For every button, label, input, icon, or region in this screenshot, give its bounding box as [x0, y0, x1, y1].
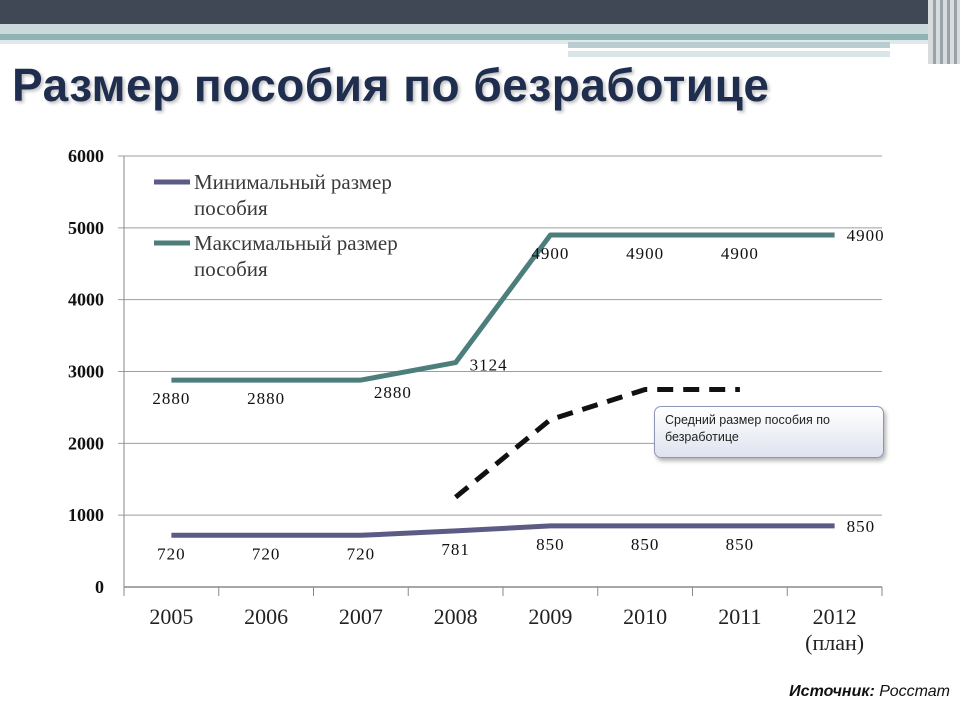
series-line-2: [171, 232, 835, 383]
y-tick-label: 0: [95, 577, 104, 597]
data-label: 4900: [531, 244, 569, 263]
gridlines: [118, 155, 882, 516]
data-label: 4900: [721, 244, 759, 263]
data-label: 850: [847, 517, 876, 536]
legend-label: Минимальный размер: [194, 170, 392, 194]
x-tick-label: 2009: [528, 604, 572, 629]
source-note: Источник: Росстат: [789, 683, 950, 701]
data-labels: 720 720 720 781 850 850 850 850 2880 2880 2880 3124…: [152, 226, 885, 563]
data-label: 2880: [374, 383, 412, 402]
legend-label: пособия: [194, 257, 268, 281]
y-tick-label: 6000: [68, 146, 104, 166]
data-label: 4900: [626, 244, 664, 263]
x-tick-label: 2012: [813, 604, 857, 629]
slide-title: Размер пособия по безработице: [12, 59, 770, 111]
data-label: 850: [726, 535, 755, 554]
data-label: 4900: [847, 226, 885, 245]
x-tick-label: 2007: [339, 604, 383, 629]
y-tick-label: 5000: [68, 218, 104, 238]
y-tick-label: 1000: [68, 505, 104, 525]
y-tick-label: 4000: [68, 290, 104, 310]
y-tick-label: 3000: [68, 362, 104, 382]
data-label: 781: [441, 540, 470, 559]
y-tick-label: 2000: [68, 433, 104, 453]
data-label: 2880: [152, 389, 190, 408]
source-label: Источник:: [789, 683, 875, 700]
x-tick-label: 2006: [244, 604, 288, 629]
slide-header-decoration: [0, 0, 960, 64]
data-label: 3124: [470, 356, 508, 375]
series-line-1: [171, 523, 835, 538]
axes: [123, 156, 883, 596]
data-label: 850: [536, 535, 565, 554]
data-label: 850: [631, 535, 660, 554]
data-label: 720: [252, 544, 281, 563]
source-value: Росстат: [874, 683, 950, 700]
x-tick-label: 2008: [434, 604, 478, 629]
y-axis-tick-labels: 0 1000 2000 3000 4000 5000 6000: [68, 146, 104, 597]
data-label: 2880: [247, 389, 285, 408]
data-label: 720: [347, 544, 376, 563]
x-tick-label: 2011: [718, 604, 761, 629]
x-tick-sublabel: (план): [805, 630, 864, 655]
legend-label: пособия: [194, 196, 268, 220]
legend-label: Максимальный размер: [194, 231, 398, 255]
x-tick-label: 2005: [149, 604, 193, 629]
x-tick-label: 2010: [623, 604, 667, 629]
data-label: 720: [157, 544, 186, 563]
series-line-3: [454, 387, 740, 500]
average-benefit-callout: Средний размер пособия по безработице: [654, 406, 884, 458]
series-lines: [171, 232, 835, 538]
x-axis-tick-labels: 2005 2006 2007 2008 2009 2010 2011 2012(план): [149, 604, 864, 655]
